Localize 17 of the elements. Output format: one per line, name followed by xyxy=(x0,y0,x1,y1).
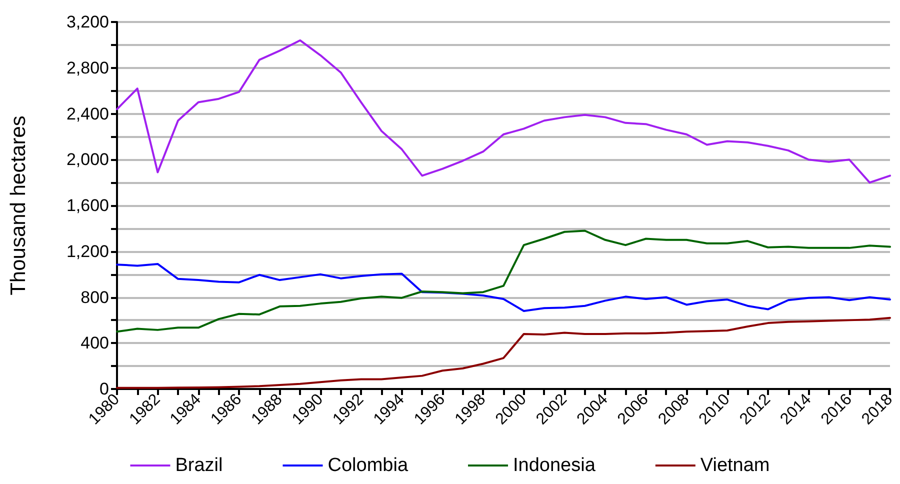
y-tick-label: 1,200 xyxy=(66,242,109,261)
y-tick-label: 2,000 xyxy=(66,150,109,170)
y-tick-label: 2,400 xyxy=(66,104,109,124)
line-series xyxy=(116,39,891,184)
legend-label: Vietnam xyxy=(700,455,770,476)
legend-label: Colombia xyxy=(328,455,408,476)
line-series xyxy=(116,262,891,312)
y-tick-label: 400 xyxy=(80,334,109,353)
y-tick-label: 2,800 xyxy=(66,58,109,78)
line-series xyxy=(116,230,891,333)
y-tick-label: 0 xyxy=(100,380,109,398)
legend-label: Brazil xyxy=(175,455,223,476)
y-tick-label: 1,600 xyxy=(66,196,109,215)
y-tick-label: 800 xyxy=(80,288,109,307)
y-axis-title: Thousand hectares xyxy=(7,116,30,296)
legend-label: Indonesia xyxy=(513,455,596,476)
y-tick-label: 3,200 xyxy=(66,12,109,32)
